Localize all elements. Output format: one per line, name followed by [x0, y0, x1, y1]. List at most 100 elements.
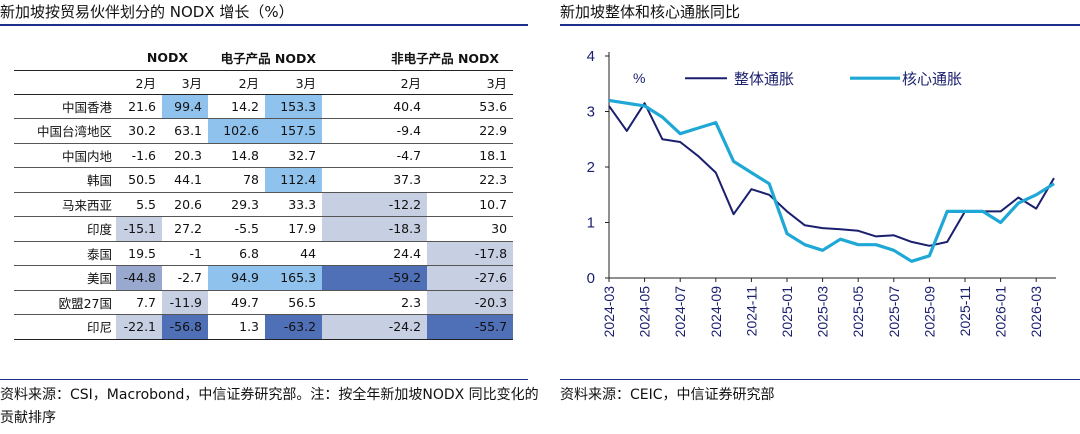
value-cell: 49.7	[208, 290, 266, 315]
value-cell: -27.6	[427, 265, 514, 291]
table-row: 印度 -15.1 27.2 -5.5 17.9 -18.3 30	[14, 216, 514, 242]
value-cell: -18.3	[322, 216, 428, 242]
value-cell: 94.9	[208, 265, 266, 291]
value-cell: 63.1	[162, 118, 209, 144]
table-row: 中国内地 -1.6 20.3 14.8 32.7 -4.7 18.1	[14, 143, 514, 168]
x-tick-label: 2024-07	[672, 286, 688, 338]
value-cell: 1.3	[208, 314, 266, 340]
row-label: 印度	[14, 216, 116, 242]
group-header-non-electronics: 非电子产品 NODX	[322, 46, 514, 71]
value-cell: -24.2	[322, 314, 428, 340]
value-cell: 56.5	[265, 290, 323, 315]
value-cell: -12.2	[322, 192, 428, 217]
value-cell: -22.1	[116, 314, 162, 340]
table-row: 韩国 50.5 44.1 78 112.4 37.3 22.3	[14, 167, 514, 193]
value-cell: 29.3	[208, 192, 266, 217]
value-cell: 30	[427, 216, 514, 242]
y-tick-label: 0	[587, 270, 595, 287]
value-cell: -63.2	[265, 314, 323, 340]
row-label: 欧盟27国	[14, 290, 116, 315]
value-cell: 40.4	[322, 94, 428, 119]
x-tick-label: 2024-03	[601, 286, 617, 338]
legend-label: 核心通胀	[902, 70, 962, 88]
value-cell: 32.7	[265, 143, 323, 168]
y-tick-label: 3	[587, 104, 595, 121]
value-cell: 102.6	[208, 118, 266, 144]
value-cell: -20.3	[427, 290, 514, 315]
core-inflation-line	[608, 98, 1055, 263]
value-cell: 7.7	[116, 290, 162, 315]
row-label: 美国	[14, 265, 116, 291]
value-cell: 20.6	[162, 192, 209, 217]
value-cell: 112.4	[265, 167, 323, 193]
value-cell: 5.5	[116, 192, 162, 217]
corner-cell	[14, 70, 116, 95]
value-cell: 157.5	[265, 118, 323, 144]
value-cell: 50.5	[116, 167, 162, 193]
value-cell: 153.3	[265, 94, 323, 119]
value-cell: 30.2	[116, 118, 162, 144]
table-row: 美国 -44.8 -2.7 94.9 165.3 -59.2 -27.6	[14, 265, 514, 291]
table-row: 中国台湾地区 30.2 63.1 102.6 157.5 -9.4 22.9	[14, 118, 514, 144]
corner-cell	[14, 46, 116, 71]
row-label: 印尼	[14, 314, 116, 340]
value-cell: 19.5	[116, 241, 162, 266]
row-label: 泰国	[14, 241, 116, 266]
x-tick-label: 2024-05	[637, 286, 653, 338]
row-label: 韩国	[14, 167, 116, 193]
y-tick-label: 2	[587, 159, 595, 176]
month-header-row: 2月 3月 2月 3月 2月 3月	[14, 70, 514, 95]
value-cell: 44.1	[162, 167, 209, 193]
value-cell: 2.3	[322, 290, 428, 315]
x-tick-label: 2026-03	[1028, 286, 1044, 338]
month-header: 2月	[116, 70, 162, 95]
x-tick-label: 2025-05	[850, 286, 866, 338]
inflation-line-chart: 0 1 2 3 4% 2024-03 2024-05 2024-07 2024-09 2024-1…	[587, 48, 1056, 338]
value-cell: 22.3	[427, 167, 514, 193]
x-tick-label: 2025-03	[815, 286, 831, 338]
value-cell: 10.7	[427, 192, 514, 217]
table-row: 印尼 -22.1 -56.8 1.3 -63.2 -24.2 -55.7	[14, 314, 514, 340]
x-tick-label: 2025-11	[957, 286, 973, 337]
row-label: 中国台湾地区	[14, 118, 116, 144]
value-cell: -4.7	[322, 143, 428, 168]
value-cell: 37.3	[322, 167, 428, 193]
table-row: 泰国 19.5 -1 6.8 44 24.4 -17.8	[14, 241, 514, 266]
nodx-table: NODX 电子产品 NODX 非电子产品 NODX 2月 3月 2月 3月 2月…	[14, 46, 514, 340]
table-title: 新加坡按贸易伙伴划分的 NODX 增长（%）	[0, 3, 294, 21]
value-cell: 14.2	[208, 94, 266, 119]
value-cell: -15.1	[116, 216, 162, 242]
legend-label: 整体通胀	[734, 70, 794, 88]
row-label: 中国内地	[14, 143, 116, 168]
title-rule-left	[0, 24, 528, 26]
value-cell: -44.8	[116, 265, 162, 291]
month-header: 3月	[162, 70, 209, 95]
month-header: 2月	[322, 70, 428, 95]
value-cell: 14.8	[208, 143, 266, 168]
title-rule-right	[560, 24, 1080, 26]
value-cell: 20.3	[162, 143, 209, 168]
value-cell: -1	[162, 241, 209, 266]
value-cell: 99.4	[162, 94, 209, 119]
value-cell: 165.3	[265, 265, 323, 291]
group-header-row: NODX 电子产品 NODX 非电子产品 NODX	[14, 46, 514, 71]
value-cell: 53.6	[427, 94, 514, 119]
y-tick-label: 4	[587, 48, 595, 65]
y-tick-label: 1	[587, 215, 595, 232]
value-cell: -59.2	[322, 265, 428, 291]
value-cell: -56.8	[162, 314, 209, 340]
value-cell: 33.3	[265, 192, 323, 217]
x-tick-label: 2024-09	[708, 286, 724, 338]
value-cell: 6.8	[208, 241, 266, 266]
value-cell: -55.7	[427, 314, 514, 340]
x-tick-label: 2024-11	[743, 286, 759, 337]
x-tick-label: 2025-09	[921, 286, 937, 338]
x-tick-label: 2026-01	[993, 286, 1009, 338]
month-header: 3月	[427, 70, 514, 95]
group-header-nodx: NODX	[116, 46, 209, 71]
value-cell: 27.2	[162, 216, 209, 242]
value-cell: 18.1	[427, 143, 514, 168]
value-cell: -11.9	[162, 290, 209, 315]
value-cell: 78	[208, 167, 266, 193]
x-tick-label: 2025-01	[779, 286, 795, 338]
